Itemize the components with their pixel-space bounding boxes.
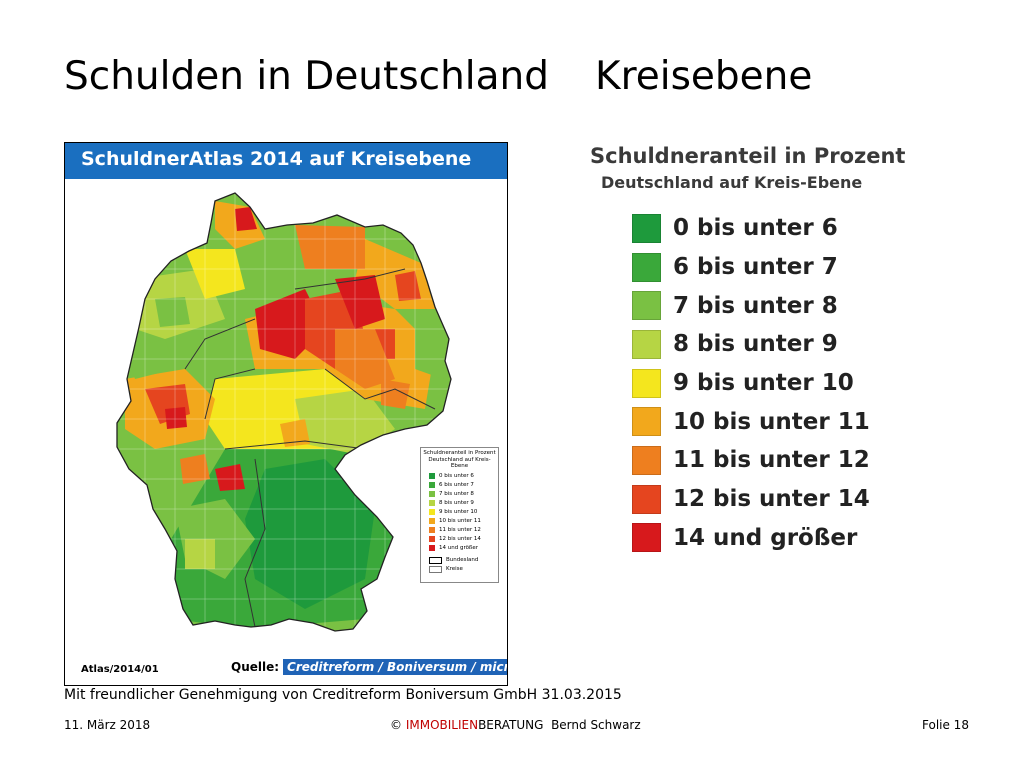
inset-legend-swatch <box>429 473 435 480</box>
inset-legend-label: 0 bis unter 6 <box>439 472 474 479</box>
inset-legend-item: 8 bis unter 9 <box>429 499 498 508</box>
legend-label: 0 bis unter 6 <box>673 215 838 242</box>
legend-swatch <box>632 291 661 321</box>
legend-item: 9 bis unter 10 <box>632 364 890 403</box>
inset-legend-item: 12 bis unter 14 <box>429 535 498 544</box>
map-header: SchuldnerAtlas 2014 auf Kreisebene <box>65 143 507 179</box>
legend-swatch <box>632 484 661 514</box>
inset-legend-title: Schuldneranteil in Prozent <box>423 450 496 456</box>
legend-label: 6 bis unter 7 <box>673 254 838 281</box>
legend-swatch <box>632 252 661 282</box>
legend-label: 14 und größer <box>673 524 858 551</box>
inset-legend-label: 7 bis unter 8 <box>439 490 474 497</box>
legend-item: 11 bis unter 12 <box>632 441 890 480</box>
copyright-symbol: © <box>390 718 402 732</box>
legend-label: 9 bis unter 10 <box>673 370 854 397</box>
legend-swatch <box>632 368 661 398</box>
company-name-red: IMMOBILIEN <box>405 718 479 732</box>
legend-label: 12 bis unter 14 <box>673 486 870 513</box>
legend-item: 7 bis unter 8 <box>632 286 890 325</box>
inset-legend-kreise-label: Kreise <box>446 565 463 572</box>
inset-legend-swatch <box>429 509 435 516</box>
legend-label: 10 bis unter 11 <box>673 408 870 435</box>
inset-legend-subtitle: Deutschland auf Kreis-Ebene <box>428 456 491 470</box>
map-source: Quelle: Creditreform / Boniversum / micro… <box>231 659 507 675</box>
legend-subtitle: Deutschland auf Kreis-Ebene <box>601 173 863 192</box>
inset-legend-swatch <box>429 482 435 489</box>
slide-title: Schulden in Deutschland Kreisebene <box>64 54 812 99</box>
footer-copyright: © IMMOBILIENBERATUNG Bernd Schwarz <box>390 718 641 732</box>
inset-legend-swatch <box>429 536 435 543</box>
inset-legend-label: 14 und größer <box>439 544 479 551</box>
slide-title-part1: Schulden in Deutschland <box>64 54 550 99</box>
map-header-title: SchuldnerAtlas 2014 auf Kreisebene <box>81 148 472 170</box>
legend-swatch <box>632 329 661 359</box>
legend-item: 12 bis unter 14 <box>632 480 890 519</box>
inset-legend-swatch <box>429 491 435 498</box>
legend-swatch <box>632 407 661 437</box>
legend-item: 8 bis unter 9 <box>632 325 890 364</box>
inset-legend-label: 8 bis unter 9 <box>439 499 474 506</box>
inset-legend-item: 7 bis unter 8 <box>429 490 498 499</box>
permission-note: Mit freundlicher Genehmigung von Creditr… <box>64 687 622 703</box>
slide-title-part2: Kreisebene <box>595 54 813 99</box>
inset-legend-label: 12 bis unter 14 <box>439 535 481 542</box>
legend-label: 7 bis unter 8 <box>673 292 838 319</box>
legend-item: 0 bis unter 6 <box>632 209 890 248</box>
inset-legend-label: 9 bis unter 10 <box>439 508 478 515</box>
inset-legend-swatch <box>429 500 435 507</box>
legend-item: 6 bis unter 7 <box>632 248 890 287</box>
map-inset-legend: Schuldneranteil in Prozent Deutschland a… <box>420 447 499 583</box>
inset-legend-swatch <box>429 527 435 534</box>
inset-legend-label: 10 bis unter 11 <box>439 517 481 524</box>
slide-number: Folie 18 <box>922 718 969 732</box>
inset-legend-item: 6 bis unter 7 <box>429 481 498 490</box>
inset-legend-bundesland: Bundesland <box>429 556 498 565</box>
inset-legend-swatch <box>429 518 435 525</box>
legend-label: 8 bis unter 9 <box>673 331 838 358</box>
company-name-rest: BERATUNG <box>478 718 544 732</box>
germany-map-image <box>116 192 452 632</box>
atlas-label: Atlas/2014/01 <box>81 664 159 675</box>
inset-legend-item: 0 bis unter 6 <box>429 472 498 481</box>
inset-legend-item: 10 bis unter 11 <box>429 517 498 526</box>
legend-item: 14 und größer <box>632 519 890 558</box>
legend-label: 11 bis unter 12 <box>673 447 870 474</box>
inset-legend-item: 14 und größer <box>429 544 498 553</box>
inset-legend-swatch <box>429 545 435 552</box>
map-source-brand: Creditreform / Boniversum / microm <box>283 659 507 675</box>
inset-legend-label: 11 bis unter 12 <box>439 526 481 533</box>
legend-swatch <box>632 213 661 243</box>
inset-legend-item: 11 bis unter 12 <box>429 526 498 535</box>
legend-title: Schuldneranteil in Prozent <box>590 144 906 168</box>
legend-item: 10 bis unter 11 <box>632 402 890 441</box>
legend-panel: Schuldneranteil in Prozent Deutschland a… <box>590 144 906 557</box>
inset-legend-bundesland-label: Bundesland <box>446 556 479 563</box>
legend-swatch <box>632 445 661 475</box>
map-source-label: Quelle: <box>231 660 280 674</box>
inset-legend-item: 9 bis unter 10 <box>429 508 498 517</box>
inset-legend-label: 6 bis unter 7 <box>439 481 474 488</box>
debtor-atlas-map: SchuldnerAtlas 2014 auf Kreisebene <box>64 142 508 686</box>
legend-list: 0 bis unter 6 6 bis unter 7 7 bis unter 8 8… <box>632 209 890 557</box>
footer-date: 11. März 2018 <box>64 718 151 732</box>
inset-legend-kreise: Kreise <box>429 565 498 574</box>
author-name: Bernd Schwarz <box>551 718 641 732</box>
legend-swatch <box>632 523 661 553</box>
